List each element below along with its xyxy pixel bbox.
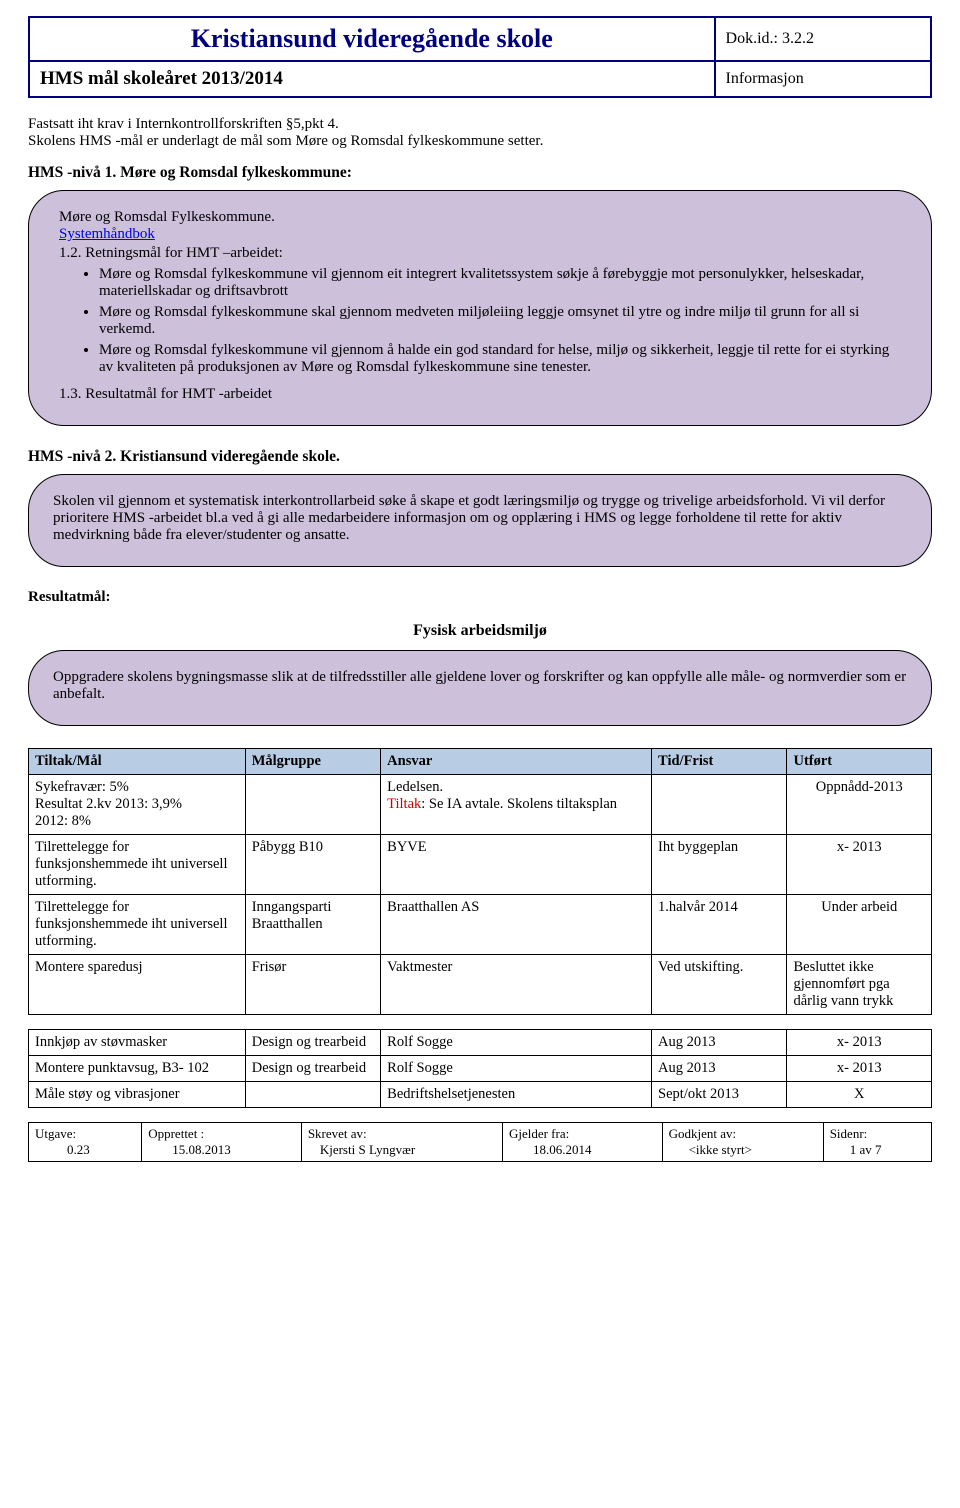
retnings-heading: 1.2. Retningsmål for HMT –arbeidet: (59, 245, 907, 262)
niva2-body: Skolen vil gjennom et systematisk interk… (53, 493, 907, 544)
footer-label: Skrevet av: (308, 1126, 367, 1141)
footer-cell: Skrevet av: Kjersti S Lyngvær (301, 1123, 502, 1162)
dok-id: Dok.id.: 3.2.2 (715, 17, 931, 61)
col-utfort: Utført (787, 749, 932, 775)
niva1-org-line: Møre og Romsdal Fylkeskommune. (59, 209, 907, 226)
table-row: Tilrettelegge for funksjonshemmede iht u… (29, 895, 932, 955)
cell-tiltak: Innkjøp av støvmasker (29, 1030, 246, 1056)
cell-utfort: Besluttet ikke gjennomført pga dårlig va… (787, 955, 932, 1015)
cell-tidfrist: Iht byggeplan (652, 835, 787, 895)
intro-line-1: Fastsatt iht krav i Internkontrollforskr… (28, 116, 932, 133)
cell-tiltak: Måle støy og vibrasjoner (29, 1082, 246, 1108)
footer-value: 15.08.2013 (148, 1142, 231, 1157)
footer-label: Godkjent av: (669, 1126, 737, 1141)
cell-utfort: Oppnådd-2013 (787, 775, 932, 835)
tiltak-table-2: Innkjøp av støvmasker Design og trearbei… (28, 1029, 932, 1108)
cell-ansvar: Rolf Sogge (381, 1056, 652, 1082)
bullet-item: Møre og Romsdal fylkeskommune vil gjenno… (99, 342, 907, 376)
footer-value: 18.06.2014 (509, 1142, 592, 1157)
resultat-heading: 1.3. Resultatmål for HMT -arbeidet (59, 386, 907, 403)
bullet-item: Møre og Romsdal fylkeskommune skal gjenn… (99, 304, 907, 338)
cell-tiltak: Tilrettelegge for funksjonshemmede iht u… (29, 835, 246, 895)
col-tiltak: Tiltak/Mål (29, 749, 246, 775)
cell-ansvar: Braatthallen AS (381, 895, 652, 955)
footer-cell: Utgave: 0.23 (29, 1123, 142, 1162)
ansvar-rest: : Se IA avtale. Skolens tiltaksplan (421, 796, 617, 812)
main-title: Kristiansund videregående skole (29, 17, 715, 61)
footer-table: Utgave: 0.23 Opprettet : 15.08.2013 Skre… (28, 1122, 932, 1162)
col-ansvar: Ansvar (381, 749, 652, 775)
footer-value: 1 av 7 (830, 1142, 882, 1157)
cell-malgruppe: Inngangsparti Braatthallen (245, 895, 380, 955)
cell-tiltak: Montere sparedusj (29, 955, 246, 1015)
footer-cell: Godkjent av: <ikke styrt> (662, 1123, 823, 1162)
cell-tidfrist: Aug 2013 (652, 1030, 787, 1056)
table-row: Sykefravær: 5% Resultat 2.kv 2013: 3,9% … (29, 775, 932, 835)
cell-ansvar: Ledelsen. Tiltak: Se IA avtale. Skolens … (381, 775, 652, 835)
cell-tidfrist: Ved utskifting. (652, 955, 787, 1015)
cell-tiltak: Montere punktavsug, B3- 102 (29, 1056, 246, 1082)
footer-value: Kjersti S Lyngvær (308, 1142, 415, 1157)
footer-label: Gjelder fra: (509, 1126, 569, 1141)
footer-cell: Sidenr: 1 av 7 (823, 1123, 931, 1162)
footer-label: Opprettet : (148, 1126, 204, 1141)
table-row: Montere punktavsug, B3- 102 Design og tr… (29, 1056, 932, 1082)
table-row: Måle støy og vibrasjoner Bedriftshelsetj… (29, 1082, 932, 1108)
niva2-panel: Skolen vil gjennom et systematisk interk… (28, 474, 932, 567)
col-tidfrist: Tid/Frist (652, 749, 787, 775)
cell-utfort: X (787, 1082, 932, 1108)
resultatmal-label: Resultatmål: (28, 589, 932, 606)
cell-tiltak: Tilrettelegge for funksjonshemmede iht u… (29, 895, 246, 955)
footer-cell: Opprettet : 15.08.2013 (142, 1123, 302, 1162)
cell-malgruppe: Frisør (245, 955, 380, 1015)
niva1-panel: Møre og Romsdal Fylkeskommune. Systemhån… (28, 190, 932, 426)
subtitle: HMS mål skoleåret 2013/2014 (29, 61, 715, 97)
niva2-heading: HMS -nivå 2. Kristiansund videregående s… (28, 448, 932, 466)
footer-value: 0.23 (35, 1142, 90, 1157)
footer-cell: Gjelder fra: 18.06.2014 (502, 1123, 662, 1162)
ansvar-plain: Ledelsen. (387, 779, 443, 795)
cell-utfort: x- 2013 (787, 835, 932, 895)
cell-tidfrist (652, 775, 787, 835)
footer-label: Sidenr: (830, 1126, 868, 1141)
cell-tidfrist: Sept/okt 2013 (652, 1082, 787, 1108)
bullet-item: Møre og Romsdal fylkeskommune vil gjenno… (99, 266, 907, 300)
cell-tidfrist: Aug 2013 (652, 1056, 787, 1082)
intro-text: Fastsatt iht krav i Internkontrollforskr… (28, 116, 932, 150)
cell-tiltak: Sykefravær: 5% Resultat 2.kv 2013: 3,9% … (29, 775, 246, 835)
table-row: Innkjøp av støvmasker Design og trearbei… (29, 1030, 932, 1056)
cell-utfort: x- 2013 (787, 1030, 932, 1056)
cell-malgruppe: Design og trearbeid (245, 1030, 380, 1056)
table-row: Tilrettelegge for funksjonshemmede iht u… (29, 835, 932, 895)
systemhandbok-link[interactable]: Systemhåndbok (59, 226, 155, 242)
col-malgruppe: Målgruppe (245, 749, 380, 775)
niva1-heading: HMS -nivå 1. Møre og Romsdal fylkeskommu… (28, 164, 932, 182)
cell-utfort: x- 2013 (787, 1056, 932, 1082)
table-row: Montere sparedusj Frisør Vaktmester Ved … (29, 955, 932, 1015)
info-label: Informasjon (715, 61, 931, 97)
cell-malgruppe (245, 775, 380, 835)
cell-malgruppe: Design og trearbeid (245, 1056, 380, 1082)
document-header-table: Kristiansund videregående skole Dok.id.:… (28, 16, 932, 98)
fysisk-panel: Oppgradere skolens bygningsmasse slik at… (28, 650, 932, 726)
cell-tidfrist: 1.halvår 2014 (652, 895, 787, 955)
cell-utfort: Under arbeid (787, 895, 932, 955)
cell-ansvar: Rolf Sogge (381, 1030, 652, 1056)
ansvar-red: Tiltak (387, 796, 421, 812)
cell-ansvar: Vaktmester (381, 955, 652, 1015)
cell-ansvar: BYVE (381, 835, 652, 895)
niva1-bullets: Møre og Romsdal fylkeskommune vil gjenno… (59, 266, 907, 376)
cell-malgruppe (245, 1082, 380, 1108)
tiltak-table-1: Tiltak/Mål Målgruppe Ansvar Tid/Frist Ut… (28, 748, 932, 1015)
intro-line-2: Skolens HMS -mål er underlagt de mål som… (28, 133, 932, 150)
footer-value: <ikke styrt> (669, 1142, 752, 1157)
fysisk-body: Oppgradere skolens bygningsmasse slik at… (53, 669, 907, 703)
fysisk-heading: Fysisk arbeidsmiljø (28, 622, 932, 640)
footer-label: Utgave: (35, 1126, 76, 1141)
cell-malgruppe: Påbygg B10 (245, 835, 380, 895)
cell-ansvar: Bedriftshelsetjenesten (381, 1082, 652, 1108)
